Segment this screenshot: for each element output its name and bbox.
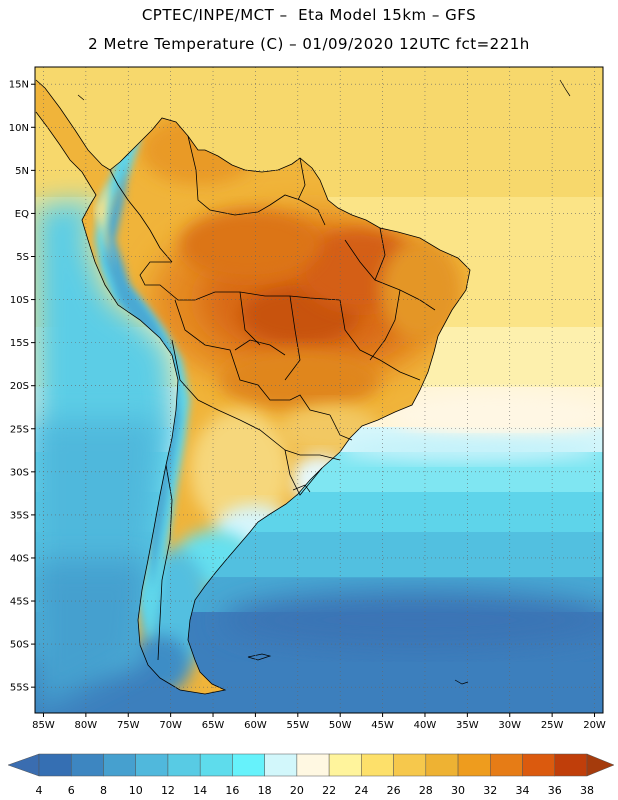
colorbar-swatch: [167, 753, 201, 777]
colorbar-label: 14: [193, 784, 207, 797]
colorbar-swatch: [328, 753, 362, 777]
colorbar-low-arrow: [7, 753, 40, 777]
lon-tick-label: 45W: [371, 720, 394, 731]
lat-tick-label: 35S: [10, 510, 29, 521]
lat-tick-label: 55S: [10, 683, 29, 694]
colorbar-label: 24: [354, 784, 368, 797]
colorbar-label: 34: [516, 784, 530, 797]
temperature-colorbar: 4 6 8 10 12 14 16 18 20 22 24 26 28 30 32 34 36 38: [7, 753, 615, 797]
colorbar-label: 38: [580, 784, 594, 797]
colorbar-label: 6: [68, 784, 75, 797]
lon-tick-label: 60W: [244, 720, 267, 731]
colorbar-swatch: [393, 753, 427, 777]
lon-tick-label: 65W: [202, 720, 225, 731]
colorbar-swatch: [70, 753, 104, 777]
lat-tick-label: 30S: [10, 467, 29, 478]
lon-tick-label: 70W: [159, 720, 182, 731]
colorbar-label: 32: [483, 784, 497, 797]
lat-tick-label: 50S: [10, 640, 29, 651]
colorbar-label: 18: [258, 784, 272, 797]
lon-tick-label: 55W: [286, 720, 309, 731]
colorbar-label: 22: [322, 784, 336, 797]
lat-tick-label: 5N: [15, 166, 29, 177]
colorbar-label: 10: [129, 784, 143, 797]
colorbar-swatch: [522, 753, 556, 777]
colorbar-swatch: [232, 753, 265, 777]
lat-tick-label: 25S: [10, 424, 29, 435]
lat-tick-label: 10N: [9, 123, 29, 134]
colorbar-label: 8: [100, 784, 107, 797]
latitude-tick-labels: 15N 10N 5N EQ 5S 10S 15S 20S 25S 30S 35S 40S 45S 50S 5…: [9, 80, 35, 694]
lon-tick-label: 50W: [329, 720, 352, 731]
lat-tick-label: 15N: [9, 80, 29, 91]
colorbar-swatch: [264, 753, 298, 777]
lat-lon-grid: [35, 67, 603, 713]
colorbar-label: 36: [548, 784, 562, 797]
colorbar-high-arrow: [586, 753, 615, 777]
colorbar-swatch: [135, 753, 169, 777]
island-outlines: [77, 79, 571, 685]
colorbar-label: 12: [161, 784, 175, 797]
colorbar-swatch: [361, 753, 394, 777]
lon-tick-label: 20W: [583, 720, 606, 731]
colorbar-label: 30: [451, 784, 465, 797]
colorbar-label: 16: [225, 784, 239, 797]
colorbar-swatch: [199, 753, 233, 777]
lon-tick-label: 30W: [498, 720, 521, 731]
lon-tick-label: 40W: [414, 720, 437, 731]
colorbar-label: 20: [290, 784, 304, 797]
country-borders: [35, 79, 471, 695]
colorbar-swatch: [554, 753, 588, 777]
header-line-2: 2 Metre Temperature (C) – 01/09/2020 12U…: [88, 35, 530, 53]
lat-tick-label: 10S: [10, 295, 29, 306]
colorbar-swatch: [296, 753, 330, 777]
lon-tick-label: 80W: [75, 720, 98, 731]
colorbar-swatch: [490, 753, 523, 777]
colorbar-label: 28: [419, 784, 433, 797]
lat-tick-label: 40S: [10, 553, 29, 564]
map-frame: [34, 66, 604, 714]
lon-tick-label: 35W: [456, 720, 479, 731]
header-line-1: CPTEC/INPE/MCT – Eta Model 15km – GFS: [141, 6, 477, 24]
colorbar-swatch: [38, 753, 72, 777]
colorbar-label: 4: [36, 784, 43, 797]
lon-tick-label: 85W: [32, 720, 55, 731]
lon-tick-label: 25W: [541, 720, 564, 731]
lat-tick-label: EQ: [15, 209, 29, 220]
colorbar-swatch: [103, 753, 136, 777]
colorbar-swatch: [425, 753, 459, 777]
lat-tick-label: 15S: [10, 338, 29, 349]
lat-tick-label: 20S: [10, 381, 29, 392]
lat-tick-label: 45S: [10, 597, 29, 608]
lon-tick-label: 75W: [117, 720, 140, 731]
colorbar-label: 26: [387, 784, 401, 797]
longitude-tick-labels: 85W 80W 75W 70W 65W 60W 55W 50W 45W 40W 35W 30W 25W 2…: [32, 713, 606, 731]
colorbar-swatch: [457, 753, 491, 777]
lat-tick-label: 5S: [16, 252, 29, 263]
